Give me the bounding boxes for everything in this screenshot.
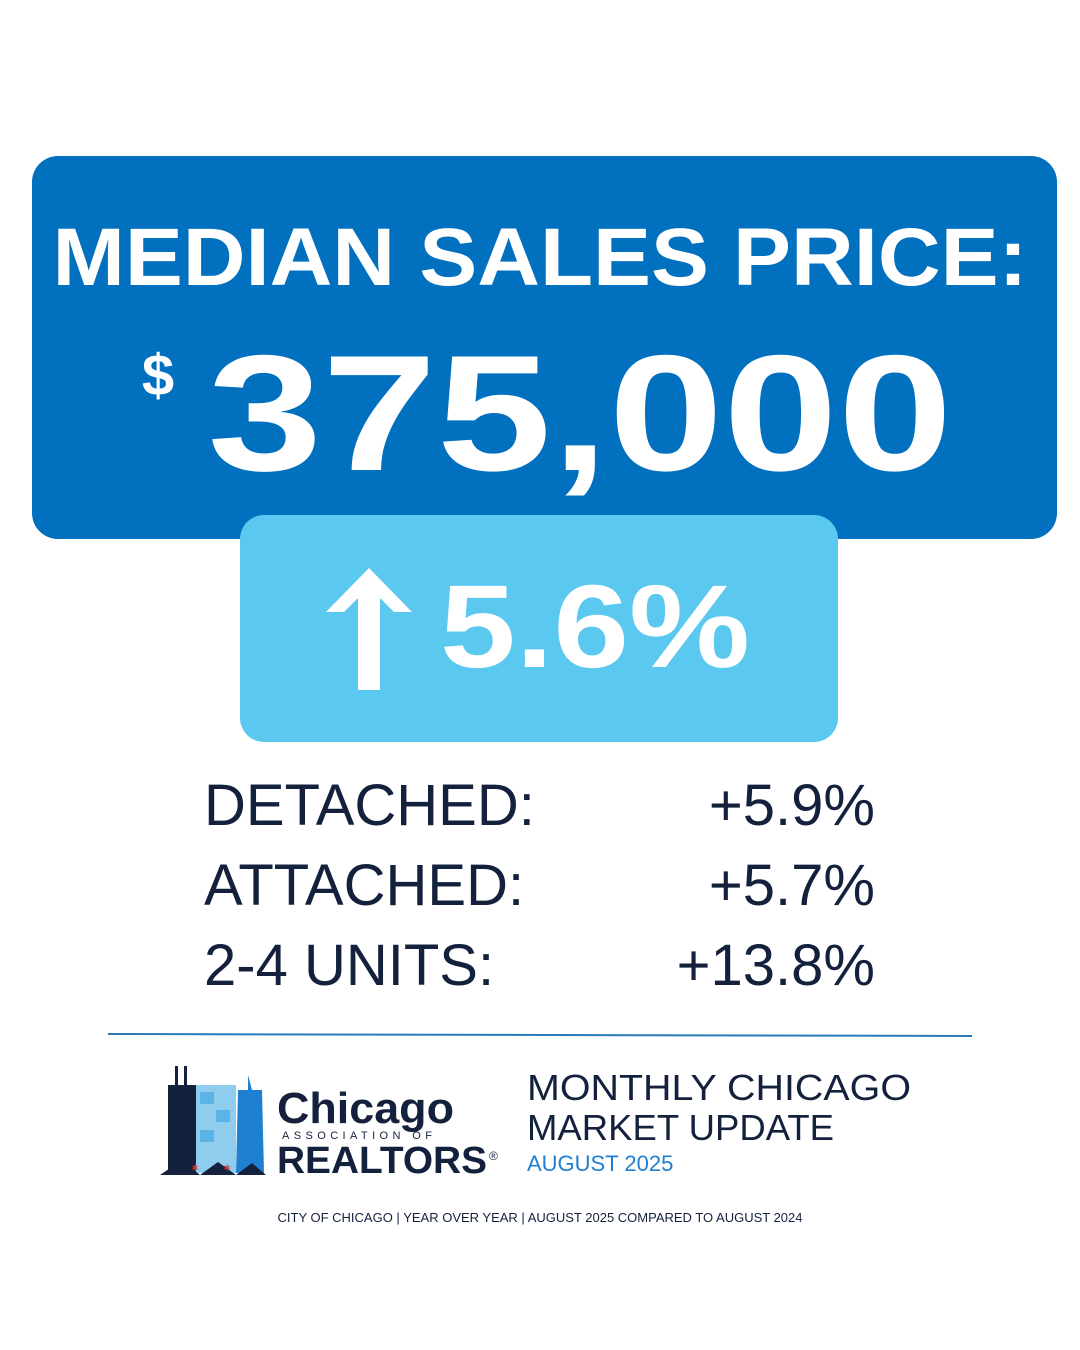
headline-title: MEDIAN SALES PRICE: — [53, 212, 1028, 303]
breakdown-label: ATTACHED: — [204, 853, 524, 918]
report-title: MARKET UPDATE — [527, 1107, 834, 1148]
report-title: MONTHLY CHICAGO — [527, 1067, 911, 1108]
breakdown-value: +5.9% — [709, 773, 875, 838]
breakdown-value: +13.8% — [677, 933, 875, 998]
logo-skyline: ✶ ✶ — [160, 1066, 266, 1175]
up-arrow — [326, 568, 412, 690]
divider — [107, 1033, 973, 1037]
svg-text:✶: ✶ — [190, 1161, 200, 1175]
currency-sign: $ — [142, 343, 174, 408]
breakdown-value: +5.7% — [709, 853, 875, 918]
headline-box — [32, 156, 1057, 539]
breakdown-label: 2-4 UNITS: — [204, 933, 494, 998]
footnote: CITY OF CHICAGO | YEAR OVER YEAR | AUGUS… — [278, 1210, 803, 1225]
logo-org: REALTORS — [277, 1140, 487, 1182]
change-value: 5.6% — [440, 561, 750, 693]
logo-mark: ® — [489, 1149, 498, 1163]
logo-name: Chicago — [277, 1084, 454, 1133]
svg-text:✶: ✶ — [222, 1161, 232, 1175]
breakdown-label: DETACHED: — [204, 773, 535, 838]
change-box — [240, 515, 838, 742]
headline-value: 375,000 — [208, 321, 953, 505]
report-date: AUGUST 2025 — [527, 1151, 673, 1176]
